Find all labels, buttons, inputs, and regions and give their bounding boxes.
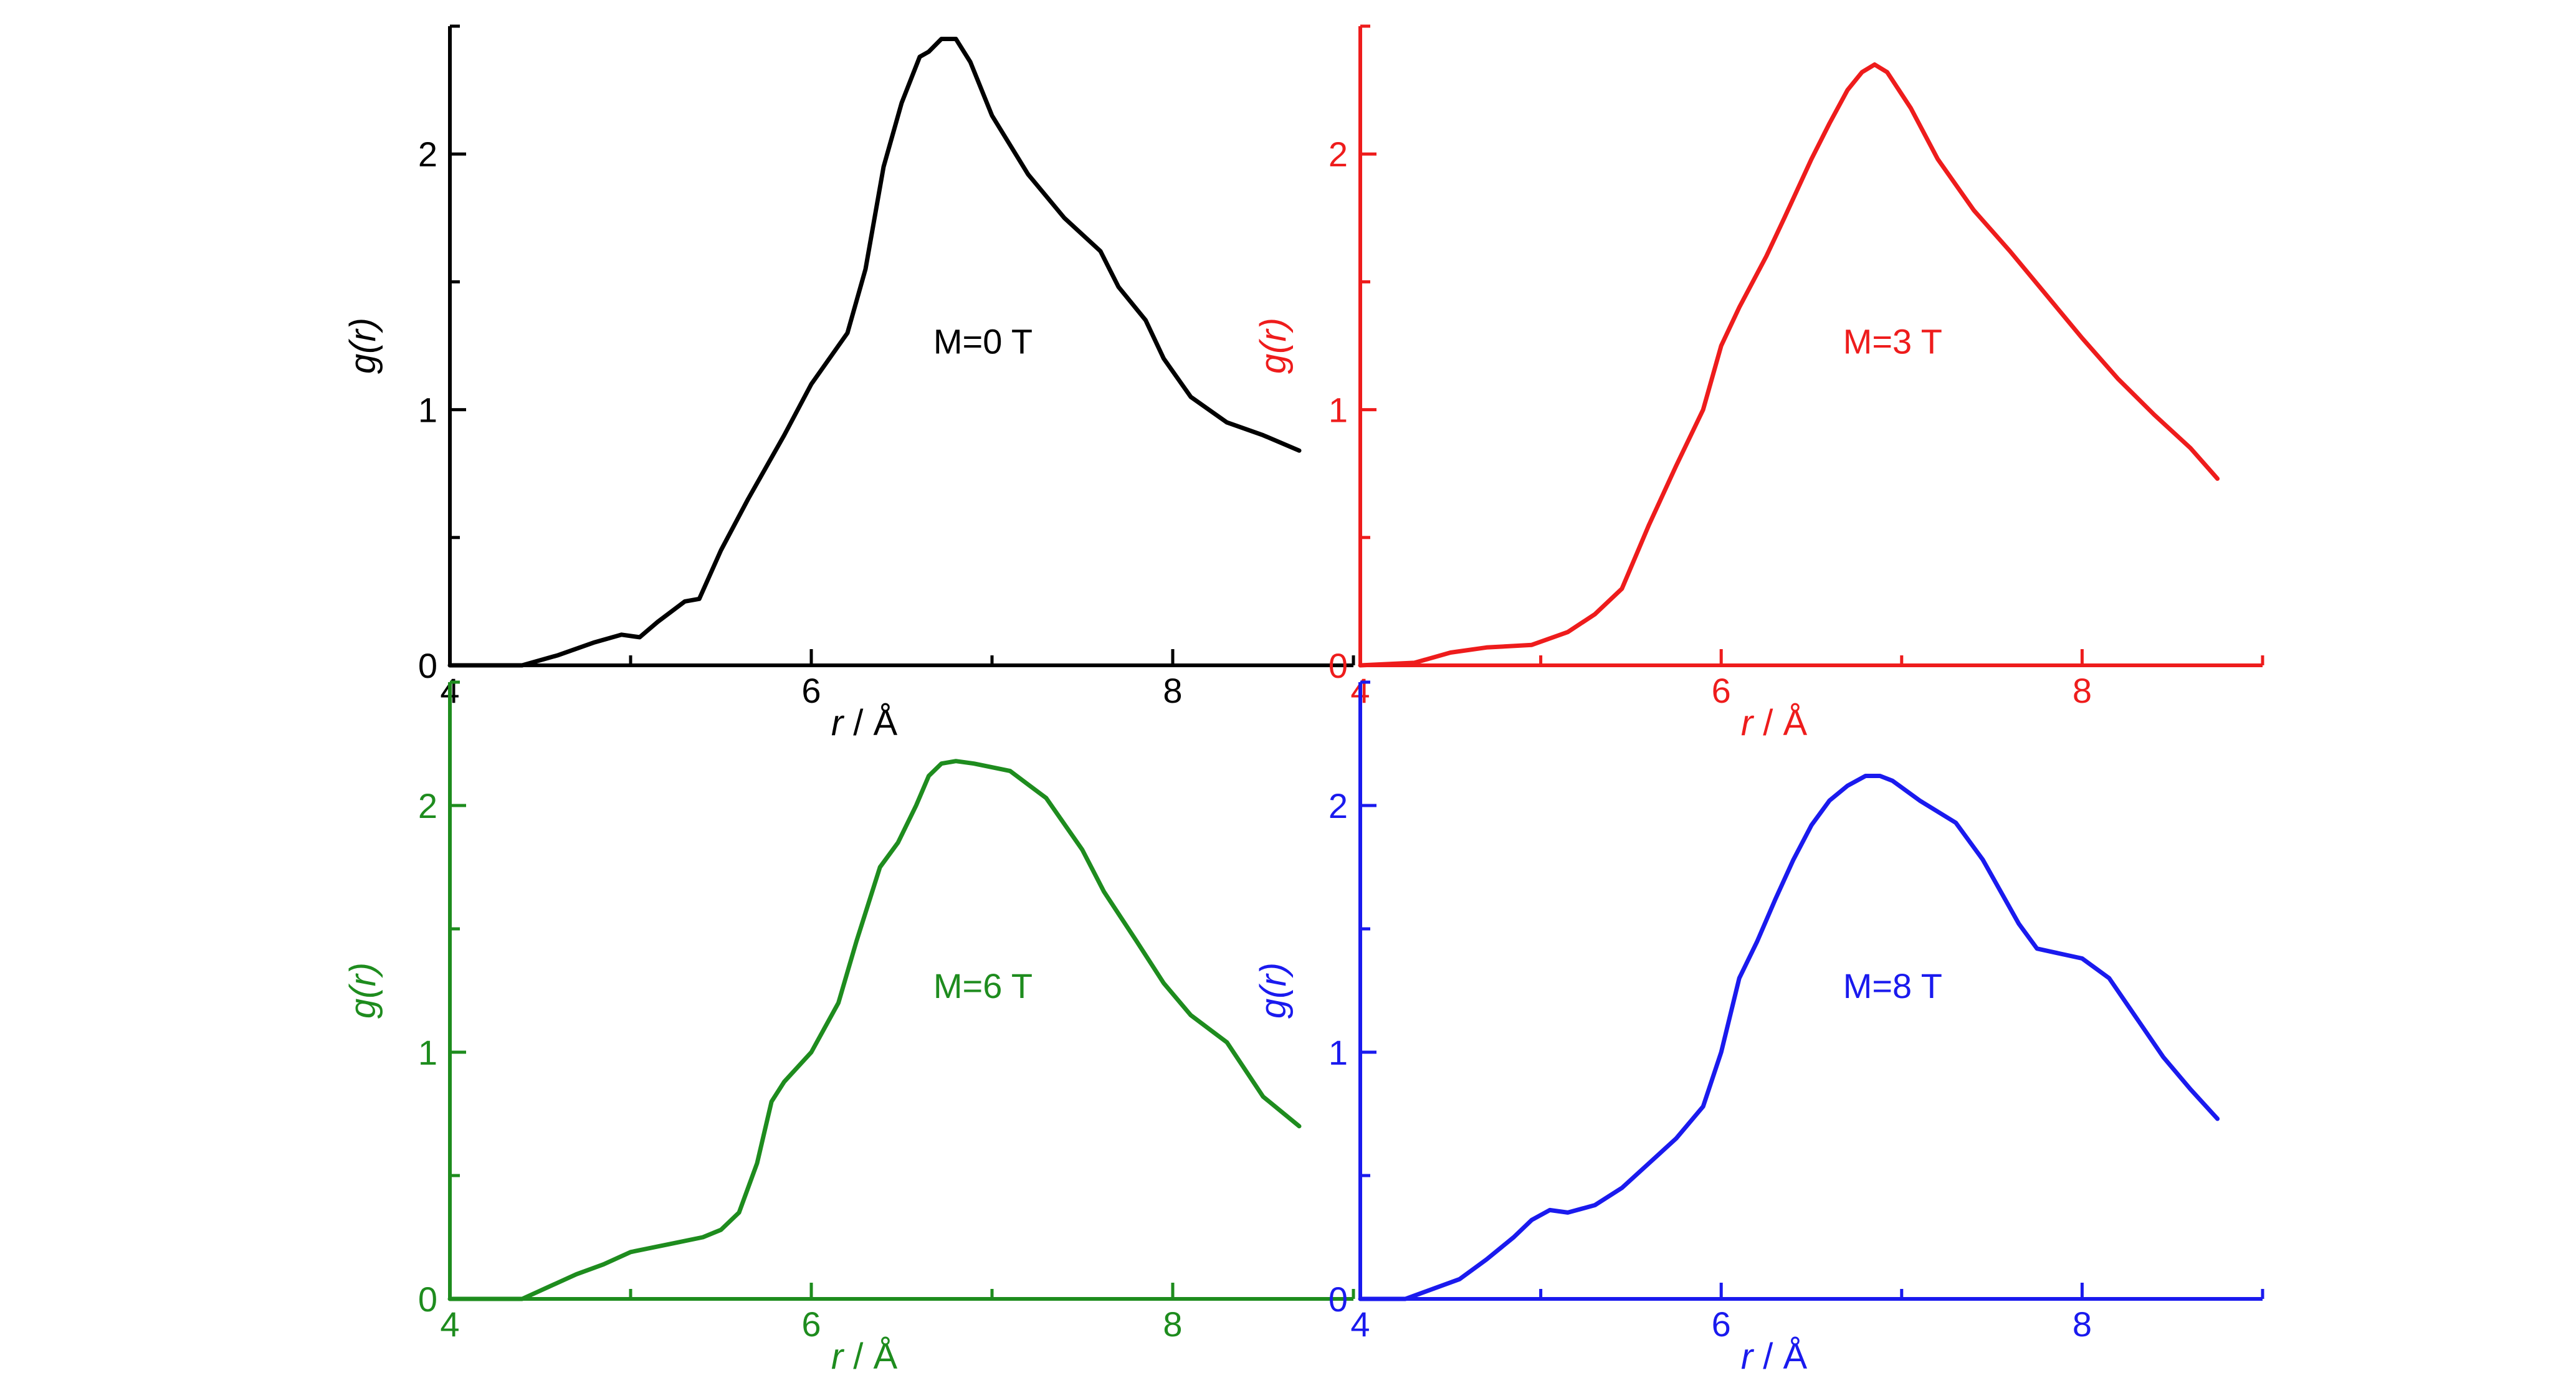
y-axis-title-variable: r (1253, 328, 1294, 342)
x-tick-label: 8 (1163, 1305, 1182, 1344)
y-axis-title-variable: r (1253, 973, 1294, 987)
x-tick-label: 4 (1350, 1305, 1370, 1344)
y-axis-title-prefix: g( (343, 338, 383, 374)
y-tick-label: 2 (418, 786, 437, 825)
y-tick-label: 1 (1329, 391, 1348, 430)
y-axis-title-prefix: g( (1253, 338, 1294, 374)
x-axis-title-variable: r (1741, 1336, 1755, 1377)
chart-panel: 0 1 2 4 6 8 r / Å g(r) M=8 T (1253, 680, 2264, 1377)
y-tick-label: 2 (418, 135, 437, 174)
x-axis-title-variable: r (831, 1336, 845, 1377)
x-tick-label: 8 (1163, 671, 1182, 710)
y-axis-title: g(r) (1253, 962, 1294, 1019)
y-axis-title: g(r) (343, 318, 383, 374)
panel-annotation: M=8 T (1843, 966, 1942, 1005)
y-axis-title-prefix: g( (1253, 983, 1294, 1019)
series-line (447, 759, 1302, 1301)
x-axis-title-variable: r (1741, 703, 1755, 743)
series-line (447, 37, 1302, 668)
x-tick-label: 6 (801, 671, 821, 710)
y-axis-title: g(r) (1253, 318, 1294, 374)
x-axis-title: r / Å (1741, 1336, 1808, 1377)
series-line (1358, 774, 2220, 1301)
x-tick-label: 6 (1712, 671, 1731, 710)
y-axis-title-variable: r (343, 973, 383, 987)
x-tick-label: 6 (801, 1305, 821, 1344)
y-axis-title-prefix: g( (343, 983, 383, 1019)
y-axis-title-variable: r (343, 328, 383, 342)
y-tick-label: 1 (418, 391, 437, 430)
x-axis-title: r / Å (1741, 703, 1808, 743)
x-axis-title-variable: r (831, 703, 845, 743)
y-axis-title: g(r) (343, 962, 383, 1019)
x-axis-title: r / Å (831, 703, 898, 743)
x-axis-title-unit: / Å (1753, 1336, 1807, 1377)
y-tick-label: 0 (1329, 1280, 1348, 1319)
x-tick-label: 6 (1712, 1305, 1731, 1344)
panel-annotation: M=6 T (933, 966, 1033, 1005)
x-axis-title-unit: / Å (843, 703, 897, 743)
y-tick-label: 2 (1329, 786, 1348, 825)
panel-annotation: M=0 T (933, 321, 1033, 361)
y-tick-label: 2 (1329, 135, 1348, 174)
y-tick-label: 0 (418, 646, 437, 685)
y-tick-label: 1 (418, 1033, 437, 1072)
series-line (1358, 62, 2220, 668)
y-tick-label: 0 (1329, 646, 1348, 685)
y-tick-label: 0 (418, 1280, 437, 1319)
x-tick-label: 8 (2073, 671, 2092, 710)
x-tick-label: 8 (2073, 1305, 2092, 1344)
x-axis-title-unit: / Å (843, 1336, 897, 1377)
panel-annotation: M=3 T (1843, 321, 1942, 361)
y-tick-label: 1 (1329, 1033, 1348, 1072)
x-tick-label: 4 (440, 1305, 459, 1344)
x-axis-title: r / Å (831, 1336, 898, 1377)
chart-panel: 0 1 2 4 6 8 r / Å g(r) M=6 T (343, 680, 1355, 1377)
x-axis-title-unit: / Å (1753, 703, 1807, 743)
